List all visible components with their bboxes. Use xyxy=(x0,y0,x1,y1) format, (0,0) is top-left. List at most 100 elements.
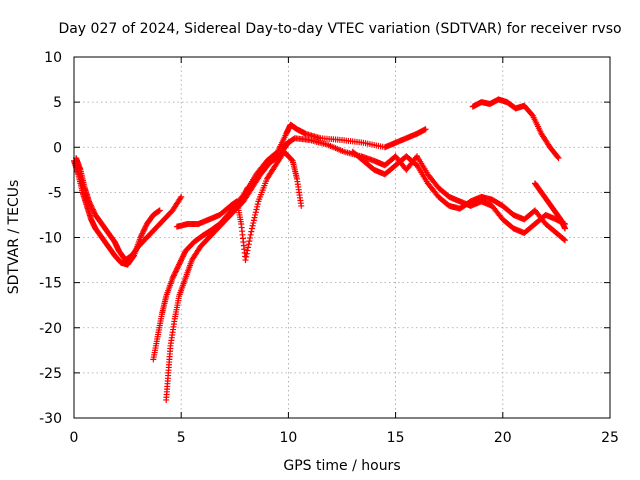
data-point xyxy=(172,268,179,275)
y-tick-label: 10 xyxy=(44,50,62,66)
series-track-i xyxy=(469,96,562,162)
data-point xyxy=(181,250,188,257)
data-point xyxy=(141,226,148,233)
data-point xyxy=(142,223,149,230)
data-point xyxy=(87,201,94,208)
data-point xyxy=(555,155,562,162)
x-tick-label: 15 xyxy=(387,430,405,446)
x-axis-ticks: 0 5 10 15 20 25 xyxy=(70,57,619,446)
data-point xyxy=(140,229,147,236)
data-point xyxy=(248,225,255,232)
series-track-j xyxy=(531,180,568,232)
data-point xyxy=(251,214,258,221)
data-point xyxy=(137,234,144,241)
data-point xyxy=(90,207,97,214)
data-point xyxy=(554,153,561,160)
data-point xyxy=(179,253,186,260)
data-point xyxy=(89,205,96,212)
y-axis-ticks: 10 5 0 -5 -10 -15 -20 -25 -30 xyxy=(39,50,610,427)
data-point xyxy=(177,257,184,264)
y-axis-label: SDTVAR / TECUs xyxy=(6,180,22,295)
data-point xyxy=(245,244,252,251)
data-point xyxy=(169,275,176,282)
data-point xyxy=(89,206,96,213)
series-track-f xyxy=(221,121,429,223)
data-point xyxy=(87,202,94,209)
data-point xyxy=(138,233,145,240)
y-tick-label: -20 xyxy=(39,321,62,337)
data-point xyxy=(170,272,177,279)
x-tick-label: 20 xyxy=(494,430,512,446)
data-point xyxy=(243,250,250,257)
data-point xyxy=(176,261,183,268)
y-tick-label: -5 xyxy=(48,185,62,201)
data-point xyxy=(561,237,568,244)
data-point xyxy=(174,265,181,272)
data-point xyxy=(241,190,248,197)
data-point xyxy=(253,206,260,213)
data-point xyxy=(86,198,93,205)
data-point xyxy=(91,209,98,216)
data-point xyxy=(298,202,305,209)
data-point xyxy=(174,264,181,271)
data-point xyxy=(140,227,147,234)
y-tick-label: 5 xyxy=(53,95,62,111)
data-point xyxy=(178,256,185,263)
y-tick-label: -10 xyxy=(39,231,62,247)
data-point xyxy=(254,201,261,208)
data-point xyxy=(88,203,95,210)
x-tick-label: 5 xyxy=(177,430,186,446)
y-tick-label: -30 xyxy=(39,411,62,427)
x-axis-label: GPS time / hours xyxy=(283,458,400,474)
data-point xyxy=(244,247,251,254)
data-point xyxy=(250,220,257,227)
data-point xyxy=(254,203,261,210)
data-point xyxy=(250,217,257,224)
data-point xyxy=(245,241,252,248)
x-tick-label: 25 xyxy=(601,430,619,446)
y-tick-label: 0 xyxy=(53,140,62,156)
data-point xyxy=(175,262,182,269)
data-point xyxy=(173,266,180,273)
data-point xyxy=(138,231,145,238)
data-point xyxy=(243,253,250,260)
data-point xyxy=(242,257,249,264)
data-point xyxy=(248,228,255,235)
data-point xyxy=(180,252,187,259)
data-point xyxy=(179,254,186,261)
data-marks xyxy=(71,96,568,403)
data-point xyxy=(172,269,179,276)
data-point xyxy=(141,225,148,232)
data-point xyxy=(156,207,163,214)
data-point xyxy=(561,225,568,232)
series-track-g xyxy=(281,135,568,236)
data-point xyxy=(561,236,568,243)
data-point xyxy=(246,238,253,245)
y-tick-label: -15 xyxy=(39,276,62,292)
data-point xyxy=(176,260,183,267)
series-track-h xyxy=(349,148,568,244)
data-point xyxy=(252,211,259,218)
data-point xyxy=(288,156,295,163)
grid-lines xyxy=(74,57,610,418)
x-tick-label: 10 xyxy=(279,430,297,446)
data-point xyxy=(247,231,254,238)
data-point xyxy=(177,195,184,202)
chart-title: Day 027 of 2024, Sidereal Day-to-day VTE… xyxy=(58,21,621,37)
data-point xyxy=(86,199,93,206)
data-point xyxy=(178,193,185,200)
data-point xyxy=(247,234,254,241)
data-point xyxy=(170,273,177,280)
data-point xyxy=(139,230,146,237)
data-point xyxy=(177,258,184,265)
data-point xyxy=(171,271,178,278)
data-point xyxy=(422,126,429,133)
series-track-d xyxy=(163,139,292,403)
data-point xyxy=(252,209,259,216)
data-point xyxy=(249,222,256,229)
series-track-b xyxy=(73,155,185,264)
x-tick-label: 0 xyxy=(70,430,79,446)
y-tick-label: -25 xyxy=(39,366,62,382)
